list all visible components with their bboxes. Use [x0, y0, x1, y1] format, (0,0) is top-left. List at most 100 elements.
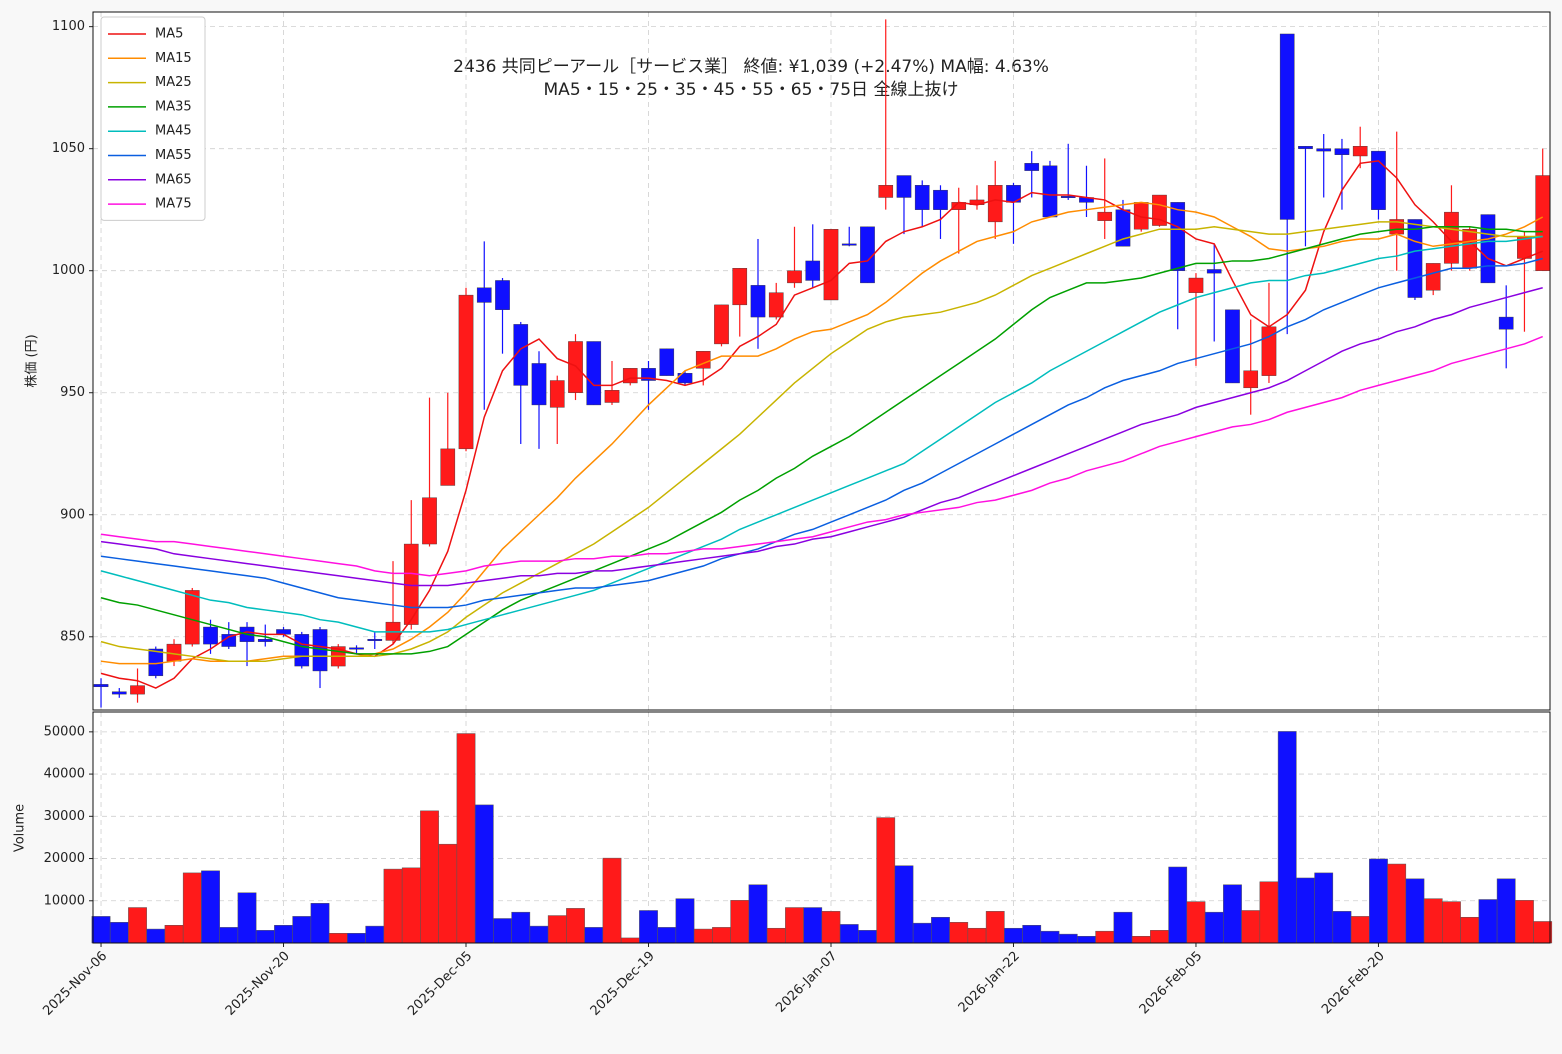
volume-bar [328, 933, 348, 944]
volume-bar [201, 870, 220, 944]
candle-body [1024, 163, 1040, 171]
volume-bar [639, 910, 658, 944]
candle-body [896, 175, 912, 198]
y-tick-label: 850 [60, 629, 85, 644]
candle-body [111, 691, 127, 695]
y-tick-label: 950 [60, 385, 85, 400]
candle-body [184, 590, 200, 645]
candle-body [93, 684, 109, 688]
volume-bar [967, 927, 987, 944]
candle-body [787, 270, 802, 284]
volume-bar [693, 928, 713, 944]
volume-bar [1405, 878, 1425, 944]
candle-body [495, 280, 510, 310]
volume-bar [1204, 911, 1224, 944]
candle-body [1042, 165, 1058, 218]
y-axis-label: Volume [13, 804, 28, 852]
candle-body [513, 324, 529, 386]
y-tick-label: 20000 [44, 851, 85, 866]
volume-bar [657, 927, 677, 944]
candle-body [1206, 269, 1222, 274]
volume-bar [566, 908, 585, 944]
volume-bar [182, 872, 202, 944]
volume-bar [1095, 930, 1115, 944]
volume-bar [1369, 858, 1388, 944]
volume-bar [255, 930, 275, 944]
y-tick-label: 1100 [52, 19, 85, 34]
candle-body [257, 639, 273, 642]
volume-bar [164, 925, 184, 944]
y-tick-label: 30000 [44, 809, 85, 824]
candle-body [1170, 202, 1186, 271]
candle-body [1225, 309, 1240, 384]
candle-body [878, 185, 894, 198]
volume-bar [365, 925, 385, 944]
volume-bar [1186, 901, 1206, 944]
candle-body [914, 185, 930, 210]
volume-bar [1515, 900, 1534, 944]
candle-body [1371, 150, 1386, 210]
ma-line [100, 226, 1543, 655]
candle-body [987, 185, 1003, 223]
candle-body [768, 292, 784, 318]
legend-box [100, 16, 206, 221]
legend-label: MA25 [155, 75, 192, 90]
volume-bar [1387, 863, 1407, 944]
candle-body [586, 341, 602, 406]
x-tick-label: 2025-Dec-19 [588, 949, 658, 1019]
volume-bar [1533, 921, 1553, 944]
candle-body [1298, 146, 1313, 149]
candle-body [1407, 219, 1423, 298]
volume-bar [547, 915, 567, 944]
volume-bar [602, 857, 622, 944]
legend-label: MA65 [155, 172, 192, 187]
volume-bar [1332, 911, 1352, 944]
y-tick-label: 1050 [52, 141, 85, 156]
candle-body [750, 285, 766, 318]
y-tick-label: 50000 [44, 724, 85, 739]
volume-bar [219, 927, 239, 944]
volume-bar [1277, 731, 1297, 944]
candle-body [1279, 33, 1295, 220]
volume-bar [310, 903, 330, 944]
candle-body [841, 243, 857, 246]
volume-bar [985, 911, 1005, 944]
volume-bar [584, 927, 604, 944]
volume-bar [1077, 935, 1096, 944]
legend-label: MA5 [155, 27, 183, 42]
volume-bar [1423, 898, 1443, 944]
volume-bar [1350, 916, 1370, 944]
candle-body [367, 639, 383, 641]
x-tick-label: 2026-Jan-22 [956, 949, 1023, 1016]
volume-bar [620, 937, 640, 944]
candle-body [1152, 194, 1167, 226]
volume-bar [821, 911, 841, 944]
volume-bar [146, 928, 166, 944]
candle-body [1535, 175, 1551, 271]
panel-frame [92, 11, 1551, 711]
volume-bar [1296, 877, 1315, 944]
candle-body [732, 268, 748, 306]
volume-bar [493, 918, 512, 944]
candle-body [1097, 211, 1113, 221]
candle-body [458, 294, 474, 450]
volume-bar [712, 927, 731, 944]
volume-bar [803, 907, 823, 944]
volume-bar [1314, 872, 1334, 944]
legend-label: MA45 [155, 124, 192, 139]
volume-bar [128, 907, 147, 944]
candle-body [1462, 229, 1478, 269]
volume-bar [894, 865, 914, 944]
ma-line [100, 160, 1543, 689]
candle-body [568, 341, 583, 393]
y-tick-label: 40000 [44, 767, 85, 782]
volume-bar [401, 867, 421, 944]
volume-bar [748, 884, 768, 944]
candle-body [860, 226, 875, 284]
volume-bar [474, 804, 494, 944]
candle-body [203, 626, 218, 645]
volume-bar [1442, 901, 1461, 944]
candle-body [1352, 146, 1368, 157]
volume-bar [1223, 884, 1242, 944]
